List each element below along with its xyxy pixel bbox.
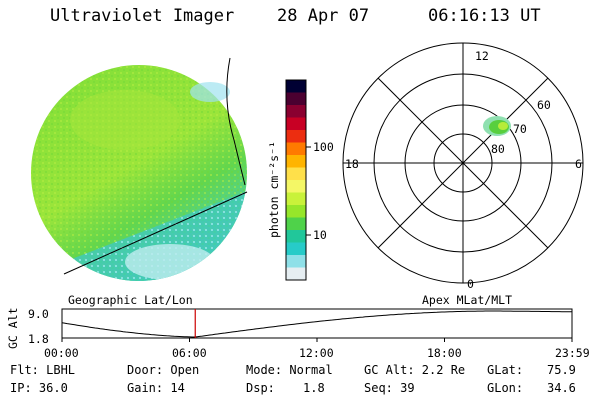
- xtick-0000: 00:00: [44, 346, 79, 360]
- colorbar-cell: [286, 192, 306, 206]
- mlat-80: 80: [491, 142, 505, 156]
- timeline-ymax: 9.0: [28, 307, 49, 321]
- colorbar-cell: [286, 105, 306, 118]
- door-label: Door: Open: [127, 363, 200, 377]
- colorbar-cell: [286, 242, 306, 256]
- dsp-value: 1.8: [303, 381, 325, 395]
- colorbar-cell: [286, 142, 306, 156]
- date-label: 28 Apr 07: [277, 6, 370, 26]
- colorbar-cell: [286, 217, 306, 231]
- mlt-18: 18: [345, 157, 359, 171]
- glat-value: 75.9: [547, 363, 576, 377]
- colorbar-cell: [286, 130, 306, 143]
- polar-dial: [342, 42, 584, 284]
- mlat-70: 70: [513, 122, 527, 136]
- colorbar-unit: photon cm⁻²s⁻¹: [267, 141, 281, 238]
- xtick-2359: 23:59: [555, 346, 590, 360]
- flt-label: Flt: LBHL: [10, 363, 76, 377]
- mode-label: Mode: Normal: [246, 363, 333, 377]
- colorbar-cell: [286, 117, 306, 131]
- dsp-label: Dsp:: [246, 381, 275, 395]
- colorbar-cell: [286, 255, 306, 268]
- mlt-6: 6: [575, 157, 582, 171]
- instrument-title: Ultraviolet Imager: [50, 6, 235, 26]
- glon-value: 34.6: [547, 381, 576, 395]
- mlt-12: 12: [475, 49, 489, 63]
- timeline-axis-label: GC Alt: [6, 307, 20, 349]
- time-label: 06:16:13 UT: [428, 6, 541, 26]
- colorbar-cell: [286, 155, 306, 168]
- colorbar-cell: [286, 230, 306, 243]
- colorbar: 100 10 photon cm⁻²s⁻¹: [267, 79, 334, 281]
- colorbar-tick-10: 10: [313, 228, 327, 242]
- xtick-0600: 06:00: [172, 346, 207, 360]
- timeline-ymin: 1.8: [28, 332, 49, 346]
- ip-label: IP: 36.0: [10, 381, 68, 395]
- timeline-plot: [61, 308, 573, 342]
- colorbar-cell: [286, 167, 306, 181]
- earth-image: [31, 57, 248, 281]
- colorbar-cell: [286, 205, 306, 218]
- colorbar-cell: [286, 80, 306, 93]
- colorbar-cell: [286, 180, 306, 193]
- timeline-right-title: Apex MLat/MLT: [422, 293, 512, 307]
- xtick-1200: 12:00: [299, 346, 334, 360]
- mlat-60: 60: [537, 98, 551, 112]
- colorbar-cell: [286, 267, 306, 281]
- xtick-1800: 18:00: [427, 346, 462, 360]
- glat-label: GLat:: [487, 363, 524, 377]
- gc-alt-label: GC Alt: 2.2 Re: [364, 363, 466, 377]
- mlt-0: 0: [467, 277, 474, 291]
- gain-label: Gain: 14: [127, 381, 185, 395]
- seq-label: Seq: 39: [364, 381, 415, 395]
- colorbar-tick-100: 100: [313, 140, 334, 154]
- timeline-left-title: Geographic Lat/Lon: [68, 293, 193, 307]
- colorbar-cell: [286, 92, 306, 106]
- aurora-spot: [483, 116, 511, 136]
- glon-label: GLon:: [487, 381, 524, 395]
